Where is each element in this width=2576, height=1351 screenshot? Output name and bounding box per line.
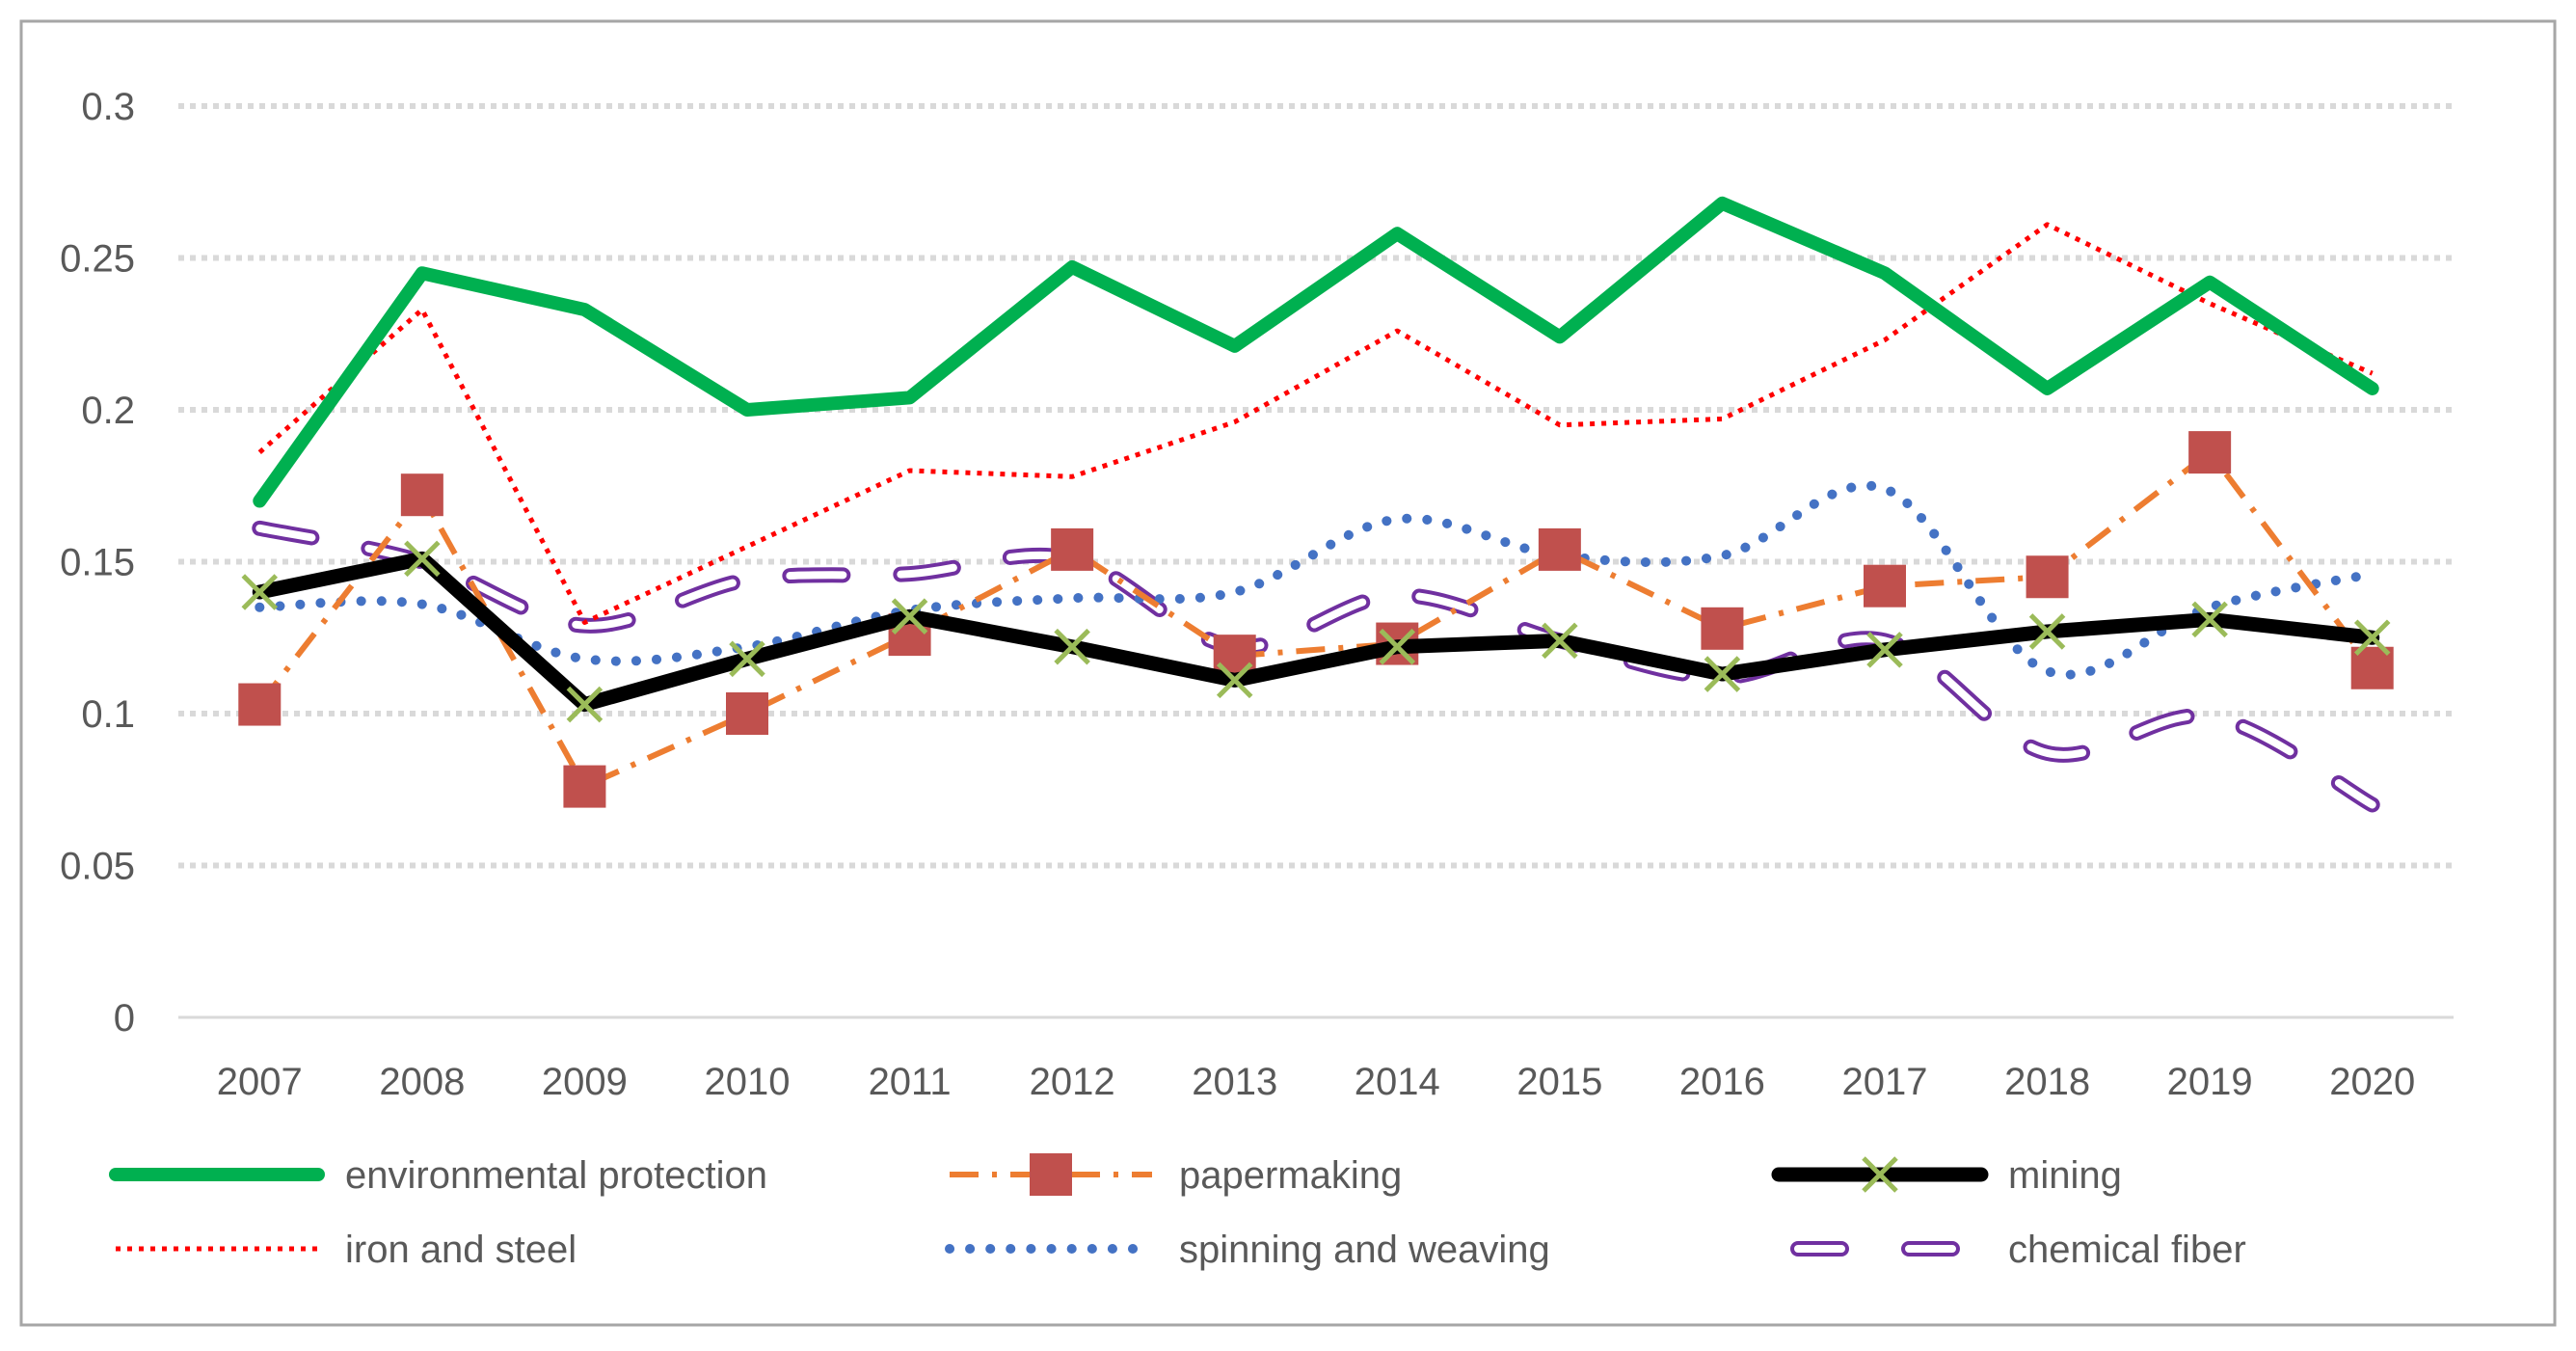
x-tick-label: 2010 (705, 1061, 791, 1103)
legend-label-chemical-fiber: chemical fiber (2008, 1229, 2246, 1271)
data-point-mining (1054, 628, 1090, 665)
data-point-mining (1704, 656, 1741, 692)
x-tick-label: 2016 (1679, 1061, 1765, 1103)
series-layer (238, 196, 2394, 813)
data-point-papermaking (400, 473, 443, 517)
legend-label-mining: mining (2008, 1154, 2122, 1197)
x-axis-ticks: 2007 2008 2009 2010 2011 2012 2013 2014 2015 2016… (217, 1061, 2415, 1103)
x-tick-label: 2008 (379, 1061, 465, 1103)
data-point-mining (566, 686, 604, 723)
data-point-mining (1542, 622, 1578, 660)
x-tick-label: 2007 (217, 1061, 303, 1103)
series-line-papermaking (256, 449, 2375, 790)
data-point-mining (1379, 628, 1416, 665)
legend-item-mining: mining (1771, 1154, 2122, 1197)
y-axis-ticks: 0 0.05 0.1 0.15 0.2 0.25 0.3 (60, 86, 135, 1040)
legend-item-environmental-protection: environmental protection (109, 1154, 767, 1197)
legend-item-spinning-and-weaving: spinning and weaving (945, 1229, 1550, 1271)
legend-label-spinning-and-weaving: spinning and weaving (1179, 1229, 1550, 1271)
y-tick-label: 0.2 (81, 390, 135, 432)
x-tick-label: 2019 (2167, 1061, 2253, 1103)
x-tick-label: 2017 (1842, 1061, 1928, 1103)
x-tick-label: 2018 (2004, 1061, 2090, 1103)
series-chemical-fiber (252, 520, 2380, 813)
x-tick-label: 2012 (1030, 1061, 1115, 1103)
data-point-mining (2191, 601, 2228, 638)
data-point-papermaking (1701, 607, 1744, 650)
x-tick-label: 2009 (542, 1061, 628, 1103)
y-tick-label: 0.15 (60, 542, 135, 584)
data-point-mining (1216, 662, 1253, 699)
legend-item-iron-and-steel: iron and steel (116, 1229, 577, 1271)
legend-item-chemical-fiber: chemical fiber (1790, 1229, 2246, 1271)
series-line-mining (252, 551, 2380, 713)
gridlines (178, 103, 2454, 1019)
data-point-mining (729, 640, 765, 678)
series-environmental-protection (253, 196, 2379, 508)
y-tick-label: 0.3 (81, 86, 135, 128)
legend-marker-mining (1862, 1156, 1898, 1193)
legend-item-papermaking: papermaking (950, 1153, 1402, 1197)
x-tick-label: 2015 (1516, 1061, 1602, 1103)
y-tick-label: 0 (114, 997, 135, 1040)
legend-label-iron-and-steel: iron and steel (345, 1229, 577, 1271)
y-tick-label: 0.1 (81, 693, 135, 736)
data-point-papermaking (726, 692, 768, 735)
x-tick-label: 2011 (869, 1061, 952, 1103)
series-iron-and-steel (257, 222, 2374, 625)
data-point-mining (891, 598, 928, 635)
legend-label-papermaking: papermaking (1179, 1154, 1402, 1197)
y-tick-label: 0.25 (60, 238, 135, 281)
data-point-mining (1866, 632, 1903, 668)
legend: environmental protection papermaking minin… (109, 1153, 2246, 1271)
legend-marker-papermaking (1030, 1153, 1072, 1196)
data-point-papermaking (238, 683, 282, 726)
data-point-mining (2028, 613, 2066, 650)
x-tick-label: 2014 (1355, 1061, 1440, 1103)
series-spinning-and-weaving (255, 480, 2377, 680)
series-mining (241, 540, 2391, 723)
series-line-chemical-fiber-inner (255, 524, 2376, 809)
data-point-papermaking (563, 765, 606, 808)
legend-label-environmental-protection: environmental protection (345, 1154, 767, 1197)
series-line-spinning-and-weaving (255, 480, 2377, 680)
data-point-papermaking (2026, 555, 2069, 599)
data-point-papermaking (1864, 564, 1906, 608)
data-point-mining (404, 540, 441, 578)
data-point-mining (241, 574, 279, 610)
data-point-papermaking (2188, 431, 2232, 474)
series-line-iron-and-steel (257, 222, 2374, 625)
series-line-environmental-protection (253, 196, 2379, 508)
data-point-papermaking (1538, 527, 1581, 571)
x-tick-label: 2020 (2329, 1061, 2415, 1103)
data-point-papermaking (1051, 527, 1094, 571)
data-point-mining (2353, 619, 2391, 657)
x-tick-label: 2013 (1192, 1061, 1277, 1103)
y-tick-label: 0.05 (60, 846, 135, 888)
